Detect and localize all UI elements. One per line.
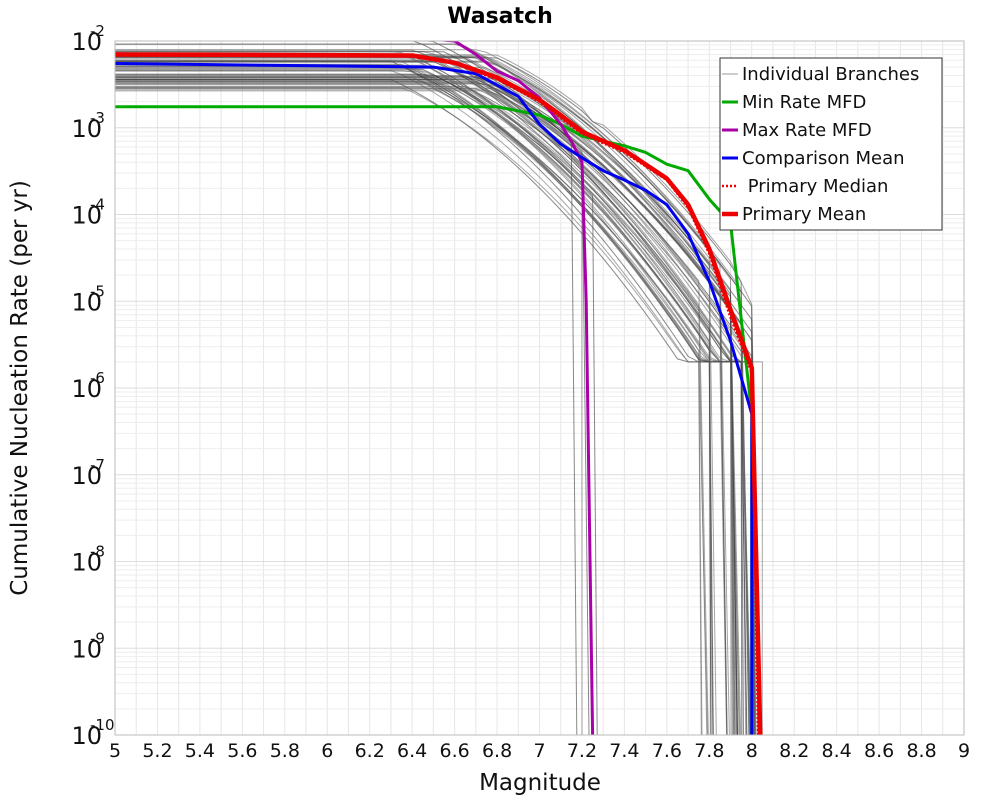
y-tick-exponent: -9 [90, 629, 105, 647]
y-tick-label: 10-4 [71, 196, 105, 230]
y-tick-exponent: -5 [90, 282, 105, 300]
x-tick-label: 8.8 [906, 740, 936, 762]
branch-line [115, 79, 744, 735]
branch-line [115, 86, 762, 735]
x-tick-label: 9 [958, 740, 970, 762]
legend-label: Comparison Mean [742, 148, 905, 169]
y-tick-base: 10 [71, 288, 102, 316]
y-tick-base: 10 [71, 202, 102, 230]
y-tick-base: 10 [71, 549, 102, 577]
branch-line [115, 90, 742, 735]
legend-label: Max Rate MFD [742, 120, 872, 141]
branch-line [115, 87, 740, 735]
legend-item: Individual Branches [722, 64, 919, 85]
legend-label: Individual Branches [742, 64, 919, 85]
plot-frame [114, 40, 965, 736]
branch-line [115, 89, 750, 735]
legend-item: Max Rate MFD [722, 120, 872, 141]
legend-item: Comparison Mean [722, 148, 905, 169]
branch-line [115, 65, 748, 735]
branch-line [115, 74, 598, 735]
branch-line [115, 60, 747, 735]
x-tick-label: 7.4 [609, 740, 639, 762]
x-axis-ticks: 5 5.2 5.4 5.6 5.8 6 6.2 6.4 6.6 6.8 7 7.2 7.4 7.6 7.8 8… [109, 740, 970, 762]
x-tick-label: 6.6 [439, 740, 469, 762]
series-primary-mean [115, 52, 763, 735]
y-tick-exponent: -8 [90, 543, 105, 561]
x-tick-label: 6.4 [397, 740, 427, 762]
branch-line [115, 61, 743, 735]
legend-item: Primary Median [722, 176, 888, 197]
x-tick-label: 7.6 [652, 740, 682, 762]
legend-label: Primary Mean [742, 204, 866, 225]
y-tick-label: 10-2 [71, 22, 105, 56]
branch-line [115, 41, 754, 735]
y-tick-base: 10 [71, 462, 102, 490]
branch-line [115, 51, 703, 735]
y-tick-exponent: -10 [90, 716, 115, 734]
y-tick-exponent: -4 [90, 196, 105, 214]
y-tick-base: 10 [71, 28, 102, 56]
x-tick-label: 8.4 [822, 740, 852, 762]
y-tick-exponent: -2 [90, 22, 105, 40]
y-tick-label: 10-3 [71, 109, 105, 143]
branch-line [115, 83, 738, 735]
legend-box [719, 57, 943, 231]
x-tick-label: 5.6 [227, 740, 257, 762]
branch-line [115, 59, 759, 735]
branch-line [115, 41, 590, 735]
y-tick-base: 10 [71, 375, 102, 403]
y-tick-exponent: -6 [90, 369, 105, 387]
x-tick-label: 7 [533, 740, 545, 762]
chart-title: Wasatch [447, 4, 553, 29]
x-tick-label: 8.2 [779, 740, 809, 762]
legend-item: Min Rate MFD [722, 92, 866, 113]
branch-line [115, 80, 756, 735]
x-tick-label: 5.8 [270, 740, 300, 762]
branch-line [115, 82, 583, 735]
legend-item: Primary Mean [722, 204, 866, 225]
legend-label: Min Rate MFD [742, 92, 866, 113]
y-tick-label: 10-6 [71, 369, 105, 403]
y-tick-base: 10 [71, 635, 102, 663]
individual-branches [115, 41, 763, 735]
grid [114, 41, 965, 736]
branch-line [115, 75, 755, 735]
x-tick-label: 8 [746, 740, 758, 762]
y-tick-label: 10-8 [71, 543, 105, 577]
legend-label: Primary Median [742, 176, 888, 197]
x-axis-label: Magnitude [479, 770, 601, 796]
y-tick-label: 10-7 [71, 456, 105, 490]
x-tick-label: 7.2 [567, 740, 597, 762]
y-axis-label: Cumulative Nucleation Rate (per yr) [7, 180, 33, 596]
y-tick-base: 10 [71, 722, 102, 750]
x-tick-label: 6.8 [482, 740, 512, 762]
x-tick-label: 7.8 [694, 740, 724, 762]
y-tick-base: 10 [71, 115, 102, 143]
y-tick-exponent: -3 [90, 109, 105, 127]
branch-line [115, 43, 728, 735]
y-tick-label: 10-5 [71, 282, 105, 316]
legend: Individual Branches Min Rate MFD Max Rate … [719, 57, 943, 231]
x-tick-label: 5.4 [185, 740, 215, 762]
series-comparison-mean [115, 62, 754, 735]
y-tick-exponent: -7 [90, 456, 105, 474]
x-tick-label: 6.2 [355, 740, 385, 762]
x-tick-label: 5.2 [142, 740, 172, 762]
y-tick-label: 10-9 [71, 629, 105, 663]
x-tick-label: 5 [109, 740, 121, 762]
y-tick-label: 10-10 [71, 716, 114, 750]
x-tick-label: 8.6 [864, 740, 894, 762]
x-tick-label: 6 [321, 740, 333, 762]
branch-line [115, 77, 754, 735]
y-axis-ticks: 10-210-310-410-510-610-710-810-910-10 [71, 22, 114, 750]
